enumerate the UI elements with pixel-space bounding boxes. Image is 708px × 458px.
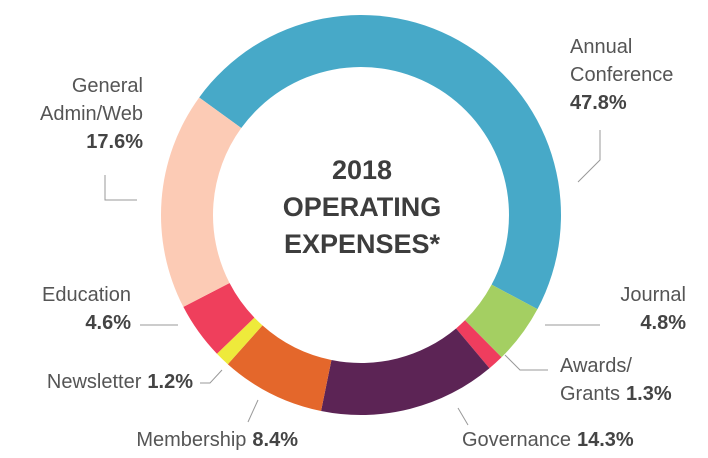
segment-label: Newsletter 1.2% <box>47 368 193 396</box>
value-label: 47.8% <box>570 92 627 114</box>
segment-label: General Admin/Web 17.6% <box>40 72 143 156</box>
leader-line <box>457 407 469 426</box>
value-label: 14.3% <box>576 429 634 451</box>
leader-line <box>504 354 548 371</box>
leader-line <box>577 130 601 183</box>
donut-segment <box>216 317 263 365</box>
category-name: Newsletter <box>46 371 142 393</box>
leader-line <box>104 175 137 201</box>
donut-segment <box>183 283 255 354</box>
donut-segment <box>456 320 502 369</box>
value-label: 4.8% <box>640 312 686 334</box>
donut-segment <box>160 97 242 307</box>
donut-segment <box>464 284 538 358</box>
segment-label: Annual Conference 47.8% <box>570 33 673 117</box>
value-label: 4.6% <box>85 312 131 334</box>
leader-line <box>247 399 259 423</box>
segments <box>160 14 561 415</box>
category-name: Governance <box>462 429 571 451</box>
value-label: 17.6% <box>86 131 143 153</box>
donut-segment <box>227 325 332 411</box>
segment-label: Governance 14.3% <box>462 426 634 454</box>
donut-segment <box>321 328 490 415</box>
value-label: 8.4% <box>252 429 298 451</box>
category-name: General Admin/Web <box>39 75 143 125</box>
segment-label: Membership 8.4% <box>136 426 298 454</box>
value-label: 1.2% <box>147 371 193 393</box>
leaders <box>104 130 601 426</box>
leader-line <box>200 369 223 384</box>
segment-label: Journal 4.8% <box>620 281 686 337</box>
donut-segment <box>199 14 561 310</box>
value-label: 1.3% <box>626 383 672 405</box>
category-name: Awards/ Grants <box>560 355 632 405</box>
category-name: Journal <box>620 284 686 306</box>
chart-title: 2018 OPERATING EXPENSES* <box>282 155 442 259</box>
category-name: Education <box>42 284 131 306</box>
category-name: Annual Conference <box>570 36 674 86</box>
segment-label: Education 4.6% <box>42 281 131 337</box>
segment-label: Awards/ Grants 1.3% <box>560 352 672 408</box>
category-name: Membership <box>136 429 247 451</box>
